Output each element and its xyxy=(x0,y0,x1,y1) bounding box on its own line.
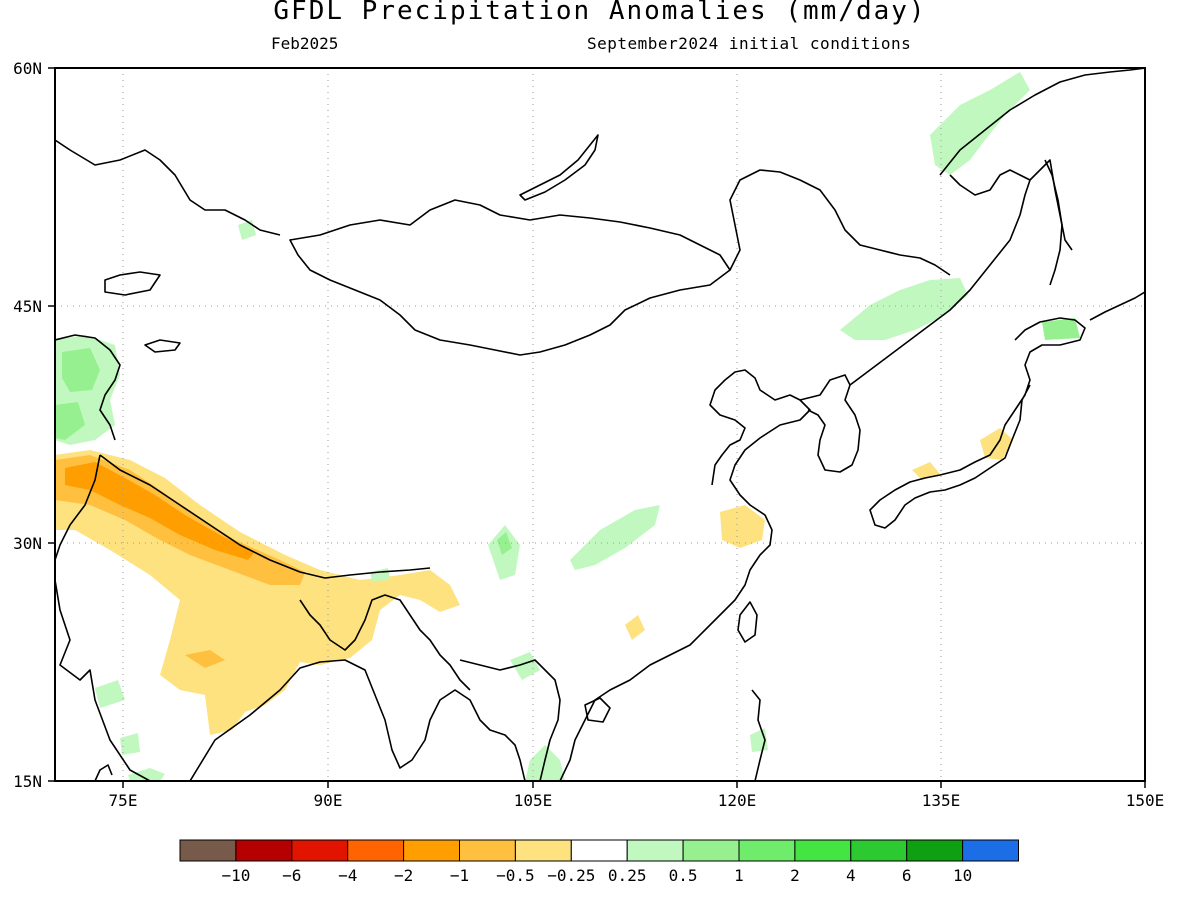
lon-label-135e: 135E xyxy=(922,791,961,810)
lat-label-45n: 45N xyxy=(13,297,42,316)
border-himalaya xyxy=(99,454,431,579)
coastline-okhotsk xyxy=(939,68,1145,176)
anomaly-northeast-china-wet-light xyxy=(840,278,968,340)
coastline-japan xyxy=(869,317,1086,529)
lake-balkhash xyxy=(144,339,181,353)
lake-baikal xyxy=(519,134,599,201)
coastline-kamchatka xyxy=(1089,291,1145,321)
colorbar-swatch xyxy=(570,839,628,862)
colorbar-swatch xyxy=(403,839,461,862)
coastline-korea xyxy=(799,374,861,473)
lon-label-90e: 90E xyxy=(314,791,343,810)
colorbar-label: 10 xyxy=(953,866,972,885)
coastline-hainan xyxy=(584,697,611,723)
colorbar-label: −0.25 xyxy=(547,866,595,885)
coastline-aral xyxy=(104,271,161,296)
colorbar-swatch xyxy=(235,839,293,862)
border-russia-china-east xyxy=(729,169,951,276)
colorbar-label: 2 xyxy=(790,866,800,885)
border-bangladesh-myanmar xyxy=(299,594,471,691)
colorbar: −10 −6 −4 −2 −1 −0.5 −0.25 0.25 0.5 1 2 4 6 10 xyxy=(179,839,1019,885)
lon-label-105e: 105E xyxy=(514,791,553,810)
colorbar-swatch xyxy=(291,839,349,862)
coastlines-and-borders xyxy=(55,68,1145,781)
coastline-taiwan xyxy=(737,601,758,643)
forecast-month: Feb2025 xyxy=(271,34,339,53)
initial-conditions: September2024 initial conditions xyxy=(587,34,912,53)
anomaly-central-asia-south-wet-medium xyxy=(55,402,85,440)
coastline-asia-mainland xyxy=(55,369,811,781)
anomaly-bengal-wet-light xyxy=(120,733,140,755)
colorbar-swatch xyxy=(179,839,237,862)
colorbar-label: 0.5 xyxy=(669,866,698,885)
coastline-sri-lanka xyxy=(94,764,113,781)
anomaly-sri-lanka-wet-light xyxy=(128,768,165,781)
border-mongolia-china xyxy=(289,199,731,356)
border-india-pakistan xyxy=(55,454,101,561)
lat-label-15n: 15N xyxy=(13,772,42,791)
anomaly-japan-west-dry xyxy=(912,462,940,480)
anomaly-sichuan-wet-medium xyxy=(497,532,512,555)
anomaly-india-dry-medium xyxy=(185,650,225,668)
anomaly-hokkaido-wet-medium xyxy=(1042,318,1080,340)
border-southeast-asia xyxy=(459,659,561,781)
colorbar-label: −10 xyxy=(221,866,250,885)
map-title: GFDL Precipitation Anomalies (mm/day) xyxy=(273,0,927,26)
coastline-russia-far-east xyxy=(849,159,1073,386)
map-grid xyxy=(55,68,1145,781)
anomaly-indochina-wet-light xyxy=(510,652,540,680)
colorbar-label: 4 xyxy=(846,866,856,885)
lon-label-150e: 150E xyxy=(1126,791,1165,810)
lat-label-30n: 30N xyxy=(13,534,42,553)
coastline-sakhalin xyxy=(1044,159,1063,286)
colorbar-swatch xyxy=(962,839,1019,862)
anomaly-mongolia-wet-light xyxy=(238,220,256,240)
colorbar-label: −4 xyxy=(338,866,357,885)
anomaly-south-china-dry xyxy=(625,615,645,640)
colorbar-swatch xyxy=(682,839,740,862)
colorbar-swatch xyxy=(347,839,405,862)
colorbar-label: −0.5 xyxy=(496,866,535,885)
colorbar-swatch xyxy=(514,839,572,862)
colorbar-label: 1 xyxy=(734,866,744,885)
colorbar-label: −1 xyxy=(450,866,469,885)
map-frame xyxy=(54,67,1146,782)
anomaly-himalaya-dry-strong xyxy=(65,462,255,560)
coastline-philippines xyxy=(751,689,766,781)
colorbar-swatch xyxy=(738,839,796,862)
precipitation-anomaly-fields xyxy=(55,72,1080,781)
colorbar-label: 0.25 xyxy=(608,866,647,885)
colorbar-swatch xyxy=(626,839,684,862)
anomaly-southern-china-wet-light xyxy=(570,505,660,570)
axis-ticks xyxy=(48,67,1146,788)
colorbar-label: −6 xyxy=(282,866,301,885)
border-central-asia xyxy=(55,334,121,441)
anomaly-yangtze-dry xyxy=(720,505,765,548)
coastline-caspian xyxy=(55,139,281,236)
colorbar-swatch xyxy=(459,839,516,862)
colorbar-swatch xyxy=(906,839,964,862)
colorbar-swatch xyxy=(850,839,908,862)
lon-label-75e: 75E xyxy=(109,791,138,810)
colorbar-label: 6 xyxy=(902,866,912,885)
colorbar-label: −2 xyxy=(394,866,413,885)
colorbar-swatch xyxy=(794,839,852,862)
lon-label-120e: 120E xyxy=(718,791,757,810)
anomaly-okhotsk-wet-light xyxy=(930,72,1030,175)
anomaly-tibet-wet-light xyxy=(370,568,390,581)
lat-label-60n: 60N xyxy=(13,59,42,78)
anomaly-arabian-sea-wet-light xyxy=(95,680,125,708)
anomaly-central-asia-wet-medium xyxy=(62,348,100,392)
